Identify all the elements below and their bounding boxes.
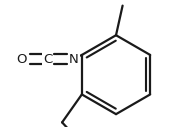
Text: O: O bbox=[16, 53, 27, 66]
Text: C: C bbox=[43, 53, 52, 66]
Text: N: N bbox=[69, 53, 79, 66]
